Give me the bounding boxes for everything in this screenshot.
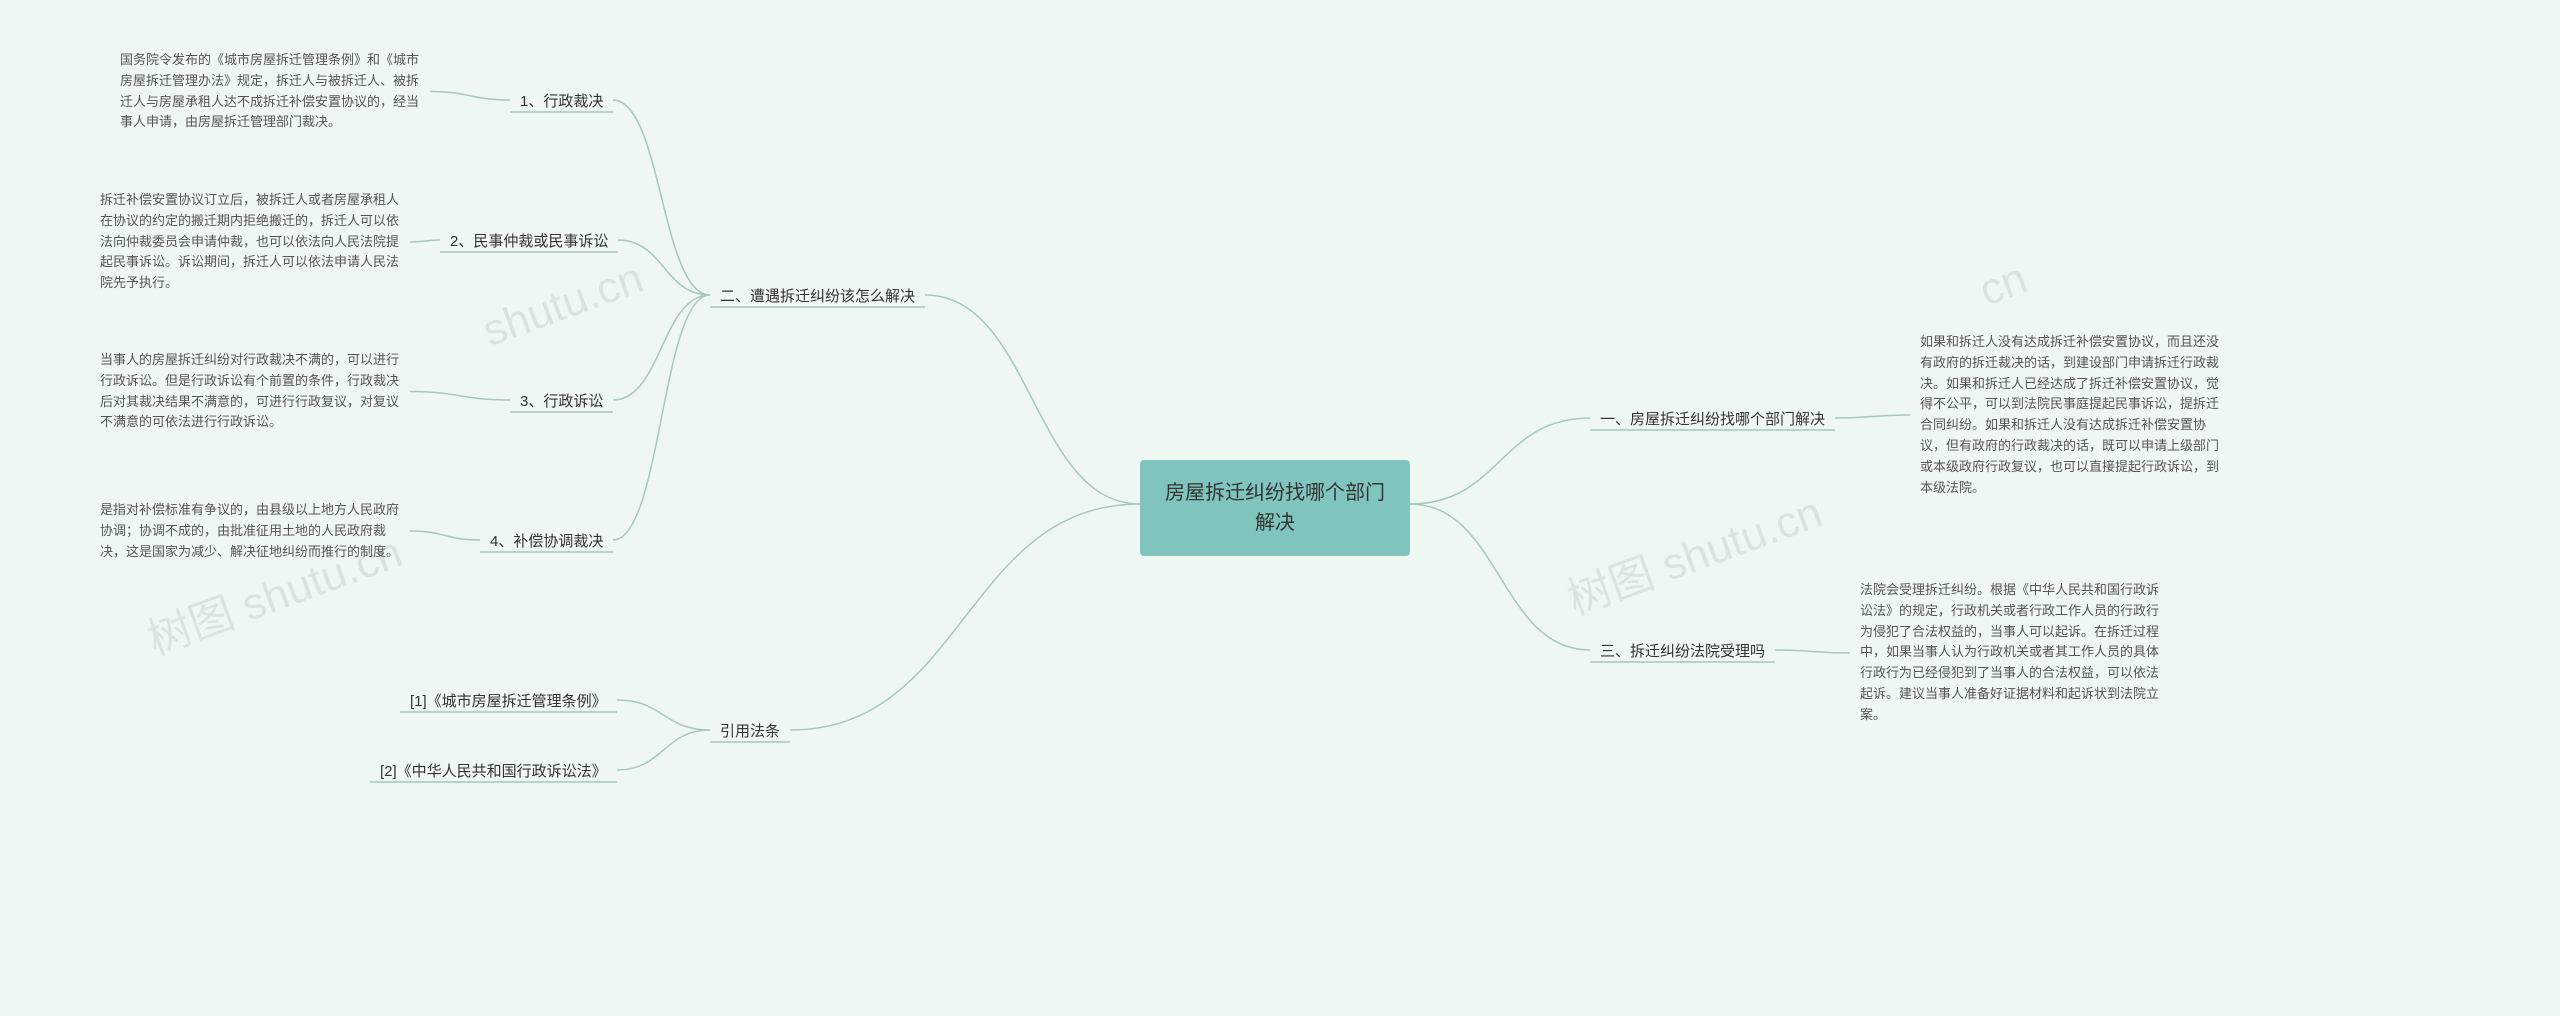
branch-node: 3、行政诉讼	[520, 390, 603, 414]
branch-node: [2]《中华人民共和国行政诉讼法》	[380, 760, 607, 784]
leaf-node: 国务院令发布的《城市房屋拆迁管理条例》和《城市房屋拆迁管理办法》规定，拆迁人与被…	[120, 50, 420, 133]
leaf-node: 是指对补偿标准有争议的，由县级以上地方人民政府协调；协调不成的，由批准征用土地的…	[100, 500, 400, 562]
branch-node: 2、民事仲裁或民事诉讼	[450, 230, 608, 254]
branch-node: [1]《城市房屋拆迁管理条例》	[410, 690, 607, 714]
leaf-node: 拆迁补偿安置协议订立后，被拆迁人或者房屋承租人在协议的约定的搬迁期内拒绝搬迁的，…	[100, 190, 400, 294]
watermark: 树图 shutu.cn	[1557, 476, 1829, 627]
root-node: 房屋拆迁纠纷找哪个部门 解决	[1140, 460, 1410, 556]
branch-node: 4、补偿协调裁决	[490, 530, 603, 554]
leaf-node: 法院会受理拆迁纠纷。根据《中华人民共和国行政诉讼法》的规定，行政机关或者行政工作…	[1860, 580, 2160, 726]
leaf-node: 如果和拆迁人没有达成拆迁补偿安置协议，而且还没有政府的拆迁裁决的话，到建设部门申…	[1920, 332, 2220, 498]
branch-node: 二、遭遇拆迁纠纷该怎么解决	[720, 285, 915, 309]
branch-node: 三、拆迁纠纷法院受理吗	[1600, 640, 1765, 664]
branch-node: 1、行政裁决	[520, 90, 603, 114]
branch-node: 引用法条	[720, 720, 780, 744]
leaf-node: 当事人的房屋拆迁纠纷对行政裁决不满的，可以进行行政诉讼。但是行政诉讼有个前置的条…	[100, 350, 400, 433]
watermark: cn	[1973, 254, 2034, 317]
branch-node: 一、房屋拆迁纠纷找哪个部门解决	[1600, 408, 1825, 432]
watermark: shutu.cn	[476, 253, 649, 357]
